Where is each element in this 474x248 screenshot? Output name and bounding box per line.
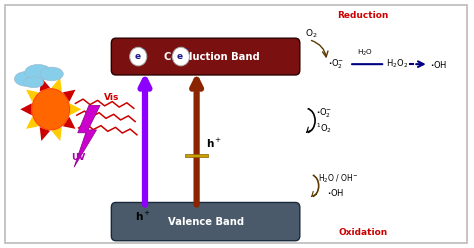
Bar bbox=[185, 154, 208, 157]
Polygon shape bbox=[26, 117, 38, 129]
Ellipse shape bbox=[25, 64, 52, 81]
Text: Oxidation: Oxidation bbox=[338, 228, 387, 237]
Polygon shape bbox=[40, 78, 50, 92]
Ellipse shape bbox=[40, 67, 64, 81]
FancyBboxPatch shape bbox=[111, 38, 300, 75]
Text: $\mathbf{\cdot}$OH: $\mathbf{\cdot}$OH bbox=[429, 59, 447, 70]
Circle shape bbox=[173, 47, 190, 66]
Ellipse shape bbox=[24, 77, 44, 88]
Polygon shape bbox=[74, 105, 100, 167]
Text: Valence Band: Valence Band bbox=[167, 217, 244, 227]
Polygon shape bbox=[52, 127, 62, 141]
Text: UV: UV bbox=[72, 153, 86, 162]
Text: $^1$O$_2$: $^1$O$_2$ bbox=[316, 121, 331, 135]
Text: e: e bbox=[177, 52, 183, 61]
Polygon shape bbox=[26, 90, 38, 102]
Polygon shape bbox=[40, 127, 50, 141]
Polygon shape bbox=[20, 103, 32, 115]
Circle shape bbox=[130, 47, 147, 66]
Ellipse shape bbox=[14, 71, 38, 86]
Text: e: e bbox=[134, 52, 140, 61]
Text: $\mathbf{\cdot}$O$_2^{-}$: $\mathbf{\cdot}$O$_2^{-}$ bbox=[316, 106, 332, 120]
Text: Vis: Vis bbox=[104, 93, 119, 102]
Text: ⁻: ⁻ bbox=[142, 46, 146, 55]
Text: $\mathbf{\cdot}$OH: $\mathbf{\cdot}$OH bbox=[327, 187, 344, 198]
Text: $\mathbf{\cdot}$O$_2^{-}$: $\mathbf{\cdot}$O$_2^{-}$ bbox=[328, 58, 344, 71]
Text: H$_2$O$_2$: H$_2$O$_2$ bbox=[386, 58, 409, 70]
Text: ⁻: ⁻ bbox=[184, 46, 188, 55]
Text: Reduction: Reduction bbox=[337, 11, 388, 20]
FancyBboxPatch shape bbox=[111, 202, 300, 241]
Text: h$^+$: h$^+$ bbox=[207, 137, 223, 150]
Text: Conduction Band: Conduction Band bbox=[164, 52, 260, 62]
Text: O$_2$: O$_2$ bbox=[305, 27, 317, 39]
Polygon shape bbox=[63, 90, 75, 102]
Circle shape bbox=[32, 89, 70, 130]
Polygon shape bbox=[70, 103, 81, 115]
Text: h$^+$: h$^+$ bbox=[135, 210, 151, 223]
Polygon shape bbox=[52, 78, 62, 92]
Text: H$_2$O: H$_2$O bbox=[357, 48, 373, 58]
Text: H$_2$O / OH$^{-}$: H$_2$O / OH$^{-}$ bbox=[318, 173, 358, 185]
Polygon shape bbox=[63, 117, 75, 129]
